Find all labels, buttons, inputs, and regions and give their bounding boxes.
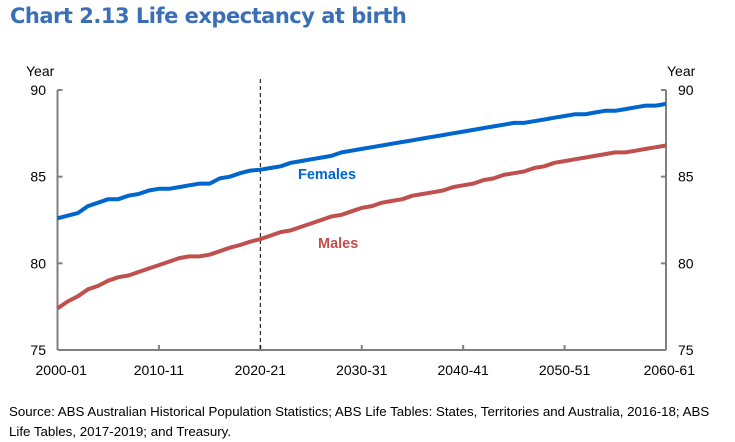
y-tick-label-left: 85 xyxy=(30,169,46,185)
x-tick-label: 2000-01 xyxy=(36,362,88,378)
source-note: Source: ABS Australian Historical Popula… xyxy=(9,404,710,439)
series-line-males xyxy=(56,143,667,311)
y-tick-label-right: 75 xyxy=(678,342,694,358)
chart-title: Chart 2.13 Life expectancy at birth xyxy=(10,4,407,28)
y-tick-label-right: 90 xyxy=(678,82,694,98)
x-tick-label: 2010-11 xyxy=(134,362,185,378)
y-tick-label-left: 90 xyxy=(30,82,46,98)
y-tick-label-right: 80 xyxy=(678,255,694,271)
x-tick-label: 2050-51 xyxy=(539,362,591,378)
y-tick-label-right: 85 xyxy=(678,169,694,185)
x-tick-label: 2060-61 xyxy=(644,362,696,378)
x-tick-label: 2020-21 xyxy=(235,362,287,378)
y-axis-label-right: Year xyxy=(667,63,696,79)
series-label-males: Males xyxy=(318,236,358,252)
y-tick-label-left: 75 xyxy=(30,342,46,358)
x-tick-label: 2040-41 xyxy=(437,362,489,378)
y-axis-label-left: Year xyxy=(26,63,55,79)
x-tick-label: 2030-31 xyxy=(336,362,388,378)
line-chart: 75 75 80 80 85 85 90 90 Year Year 2000-01 2010-11 20… xyxy=(26,63,696,378)
series-label-females: Females xyxy=(298,167,356,183)
y-tick-label-left: 80 xyxy=(30,255,46,271)
series-line-females xyxy=(57,101,667,221)
